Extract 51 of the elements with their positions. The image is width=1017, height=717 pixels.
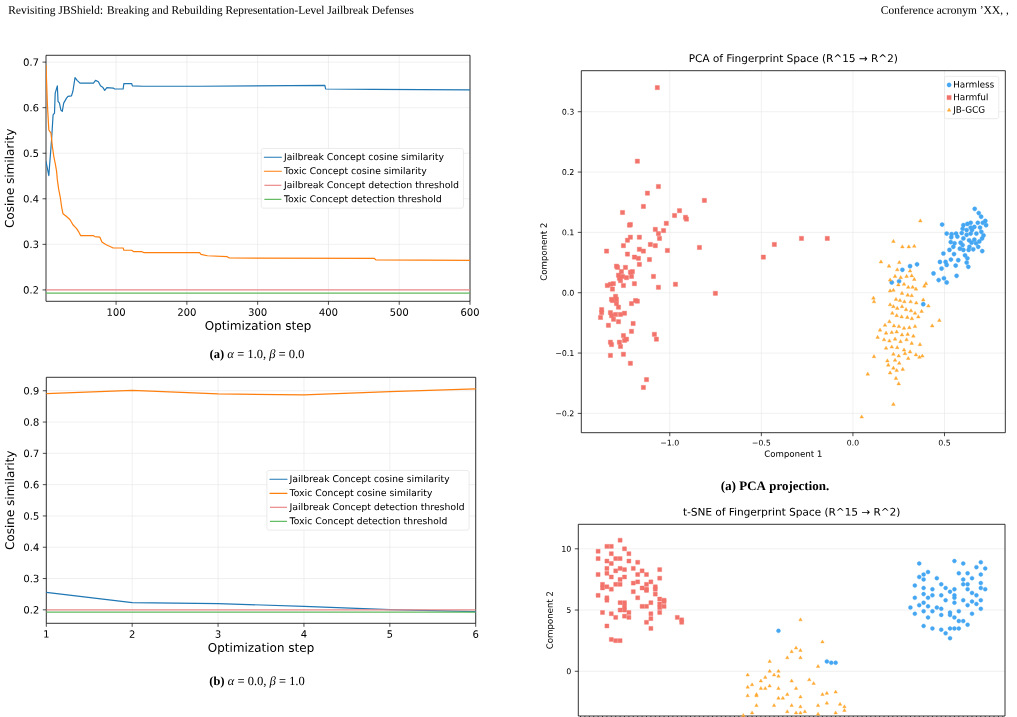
y-tick-label: 0.9: [24, 386, 39, 395]
y-tick-label: 0.5: [23, 149, 39, 158]
y-tick-label: 0.8: [24, 418, 39, 426]
y-tick-label: 0.2: [24, 606, 39, 614]
legend-label: Jailbreak Concept cosine similarity: [289, 474, 450, 484]
legend-label: Harmless: [954, 80, 994, 88]
text: (b) α = 0.0, β = 1.0: [209, 676, 305, 688]
x-tick-label: 4: [301, 630, 307, 638]
x-tick-label: 1: [44, 630, 49, 638]
x-tick-label: 200: [178, 308, 196, 316]
x-tick-label: 400: [319, 308, 338, 316]
x-tick-label: 500: [390, 308, 409, 316]
y-tick-label: 0.7: [24, 449, 39, 458]
x-axis-title: Optimization step: [205, 320, 311, 333]
y-tick-label: 0.6: [24, 480, 39, 489]
legend-label: JB-GCG: [952, 106, 985, 115]
legend-label: Toxic Concept cosine similarity: [289, 489, 433, 498]
text: Revisiting JBShield: Breaking and Rebuilding Representation-Level Jailbreak Defenses: [8, 5, 414, 17]
x-tick-label: 100: [107, 308, 125, 316]
y-axis-title: Cosine similarity: [4, 450, 17, 550]
x-tick-label: 300: [248, 308, 267, 316]
x-tick-label: 3: [215, 630, 221, 638]
y-tick-label: 0.3: [23, 240, 39, 249]
x-tick-label: 6: [473, 630, 479, 638]
legend-label: Toxic Concept cosine similarity: [283, 166, 427, 176]
text: (a) PCA projection.: [721, 481, 829, 493]
legend-label: Jailbreak Concept detection threshold: [283, 181, 459, 191]
y-axis-title: Component 2: [546, 591, 555, 649]
y-tick-label: 0.2: [23, 286, 38, 294]
text: (a) α = 1.0, β = 0.0: [210, 349, 304, 361]
y-tick-label: 0.5: [24, 512, 39, 520]
chart-title: t-SNE of Fingerprint Space (R^15 → R^2): [683, 507, 900, 518]
y-tick-label: 0.6: [23, 103, 39, 112]
legend-label: Toxic Concept detection threshold: [289, 517, 447, 527]
chart-title: PCA of Fingerprint Space (R^15 → R^2): [689, 54, 897, 65]
legend-label: Jailbreak Concept cosine similarity: [283, 152, 444, 162]
x-axis-title: Component 1: [764, 450, 822, 459]
y-tick-label: 0.4: [23, 195, 39, 203]
y-tick-label: 0.3: [24, 574, 39, 583]
text: Conference acronym ’XX, ,: [881, 5, 1009, 17]
legend-label: Jailbreak Concept detection threshold: [289, 503, 464, 513]
y-tick-label: 0.7: [23, 58, 39, 66]
x-tick-label: 600: [461, 308, 479, 316]
x-tick-label: 5: [387, 630, 393, 638]
y-axis-title: Component 2: [540, 223, 549, 281]
legend-label: Toxic Concept detection threshold: [283, 195, 441, 205]
y-tick-label: 0.4: [24, 543, 39, 552]
x-axis-title: Optimization step: [208, 642, 314, 655]
legend-label: Harmful: [954, 93, 988, 101]
y-axis-title: Cosine similarity: [4, 128, 17, 228]
x-tick-label: 2: [129, 630, 135, 638]
